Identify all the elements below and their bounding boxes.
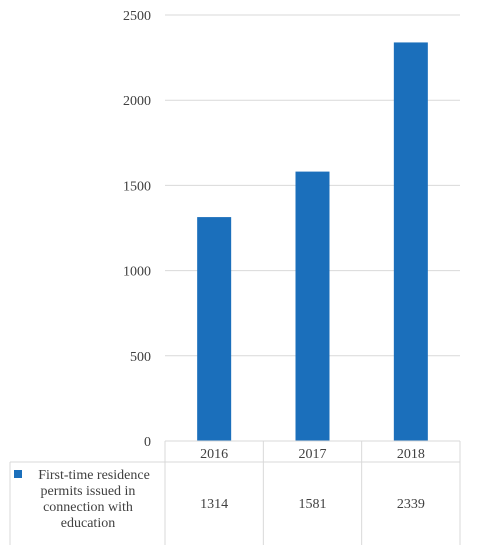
data-table-value: 1314	[200, 497, 228, 512]
y-tick-label: 2500	[123, 9, 151, 24]
y-tick-label: 0	[144, 435, 151, 450]
y-tick-label: 500	[130, 350, 151, 365]
legend-label-line: education	[61, 516, 115, 531]
legend-swatch	[14, 470, 22, 478]
y-tick-label: 1500	[123, 179, 151, 194]
legend-label-line: connection with	[43, 500, 133, 515]
bar	[393, 42, 428, 442]
legend-label-line: permits issued in	[41, 484, 136, 499]
y-tick-label: 1000	[123, 265, 151, 280]
y-tick-label: 2000	[123, 94, 151, 109]
data-table-value: 1581	[299, 497, 327, 512]
x-tick-label: 2017	[299, 447, 327, 462]
data-table-value: 2339	[397, 497, 425, 512]
x-tick-label: 2016	[200, 447, 228, 462]
bar	[295, 171, 330, 441]
x-tick-label: 2018	[397, 447, 425, 462]
bar	[197, 217, 232, 441]
legend-label-line: First-time residence	[38, 468, 150, 483]
